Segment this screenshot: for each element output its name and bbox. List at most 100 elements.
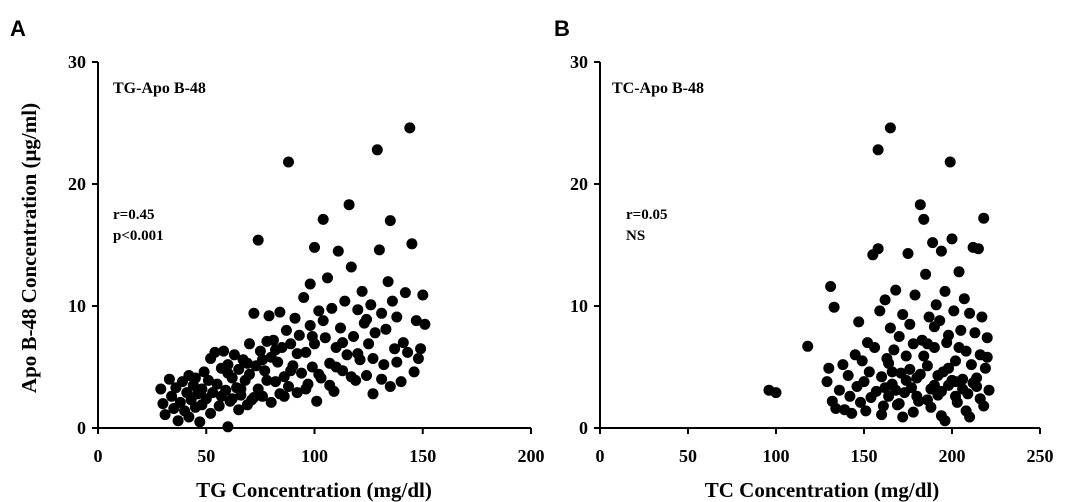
panel-b-data-point [953, 266, 965, 278]
panel-b-data-point [923, 311, 935, 323]
panel-a-data-point [376, 307, 388, 319]
panel-b-data-point [957, 383, 969, 395]
panel-a-data-point [313, 305, 325, 317]
panel-b-data-point [844, 390, 856, 402]
panel-a-data-point [391, 311, 403, 323]
panel-a-data-point [389, 343, 401, 355]
panel-a-annotation-r: r=0.45 [113, 207, 154, 223]
panel-b-data-point [944, 156, 956, 168]
panel-a-data-point [317, 315, 329, 327]
panel-a-data-point [157, 398, 169, 410]
panel-b-data-point [921, 394, 933, 406]
panel-b-data-point [904, 318, 916, 330]
panel-b-data-point [869, 342, 881, 353]
panel-a-data-point [270, 376, 281, 388]
panel-a-data-point [257, 390, 268, 402]
panel-a: A Apo B-48 Concentration (μg/ml) TG Conc… [10, 16, 545, 502]
panel-a-data-point [386, 295, 398, 307]
panel-a-data-point [228, 349, 240, 361]
panel-a-data-point [335, 322, 346, 334]
panel-b-data-point [900, 374, 912, 386]
panel-b-x-tick-label: 250 [1027, 446, 1054, 466]
panel-a-data-point [218, 345, 230, 357]
panel-b-data-point [870, 385, 882, 397]
panel-a-data-point [410, 315, 422, 327]
panel-a-data-point [291, 387, 303, 399]
panel-b-data-point [897, 309, 909, 320]
panel-a-data-point [265, 396, 277, 408]
panel-b-data-point [955, 324, 967, 336]
panel-a-x-tick-label: 50 [197, 446, 215, 466]
panel-b-data-point [918, 350, 930, 362]
panel-a-data-point [319, 332, 331, 344]
panel-b-data-point [884, 122, 896, 134]
panel-b-x-tick-label: 100 [763, 446, 790, 466]
panel-b-data-point [969, 327, 981, 339]
panel-b-data-point [860, 405, 872, 417]
panel-a-data-point [313, 368, 325, 380]
panel-b-data-point [948, 305, 960, 317]
panel-a-data-point [209, 346, 221, 358]
panel-a-data-point [363, 338, 375, 350]
panel-b-data-point [907, 338, 919, 350]
panel-a-data-point [248, 307, 260, 319]
panel-b-data-point [893, 331, 905, 342]
panel-a-data-point [326, 302, 338, 314]
panel-a-data-point [330, 361, 342, 373]
panel-b-data-point [823, 362, 835, 374]
panel-a-data-point [196, 383, 208, 395]
panel-a-x-tick-label: 200 [518, 446, 545, 466]
panel-b-data-point [884, 322, 896, 334]
panel-b-data-point [928, 321, 940, 333]
panel-b-ticks: 0 10 20 30 0 50 100 150 200 250 [570, 52, 1054, 466]
panel-a-points [155, 122, 431, 433]
panel-b-data-point [825, 281, 837, 292]
panel-a-data-point [261, 335, 273, 347]
panel-b-y-tick-label: 0 [579, 418, 588, 438]
panel-a-data-point [233, 363, 245, 375]
panel-b-data-point [965, 359, 977, 371]
panel-a-data-point [367, 388, 379, 400]
panel-a-data-point [166, 390, 178, 402]
panel-a-data-point [207, 387, 219, 399]
panel-b-data-point [853, 316, 865, 328]
panel-a-y-tick-label: 20 [68, 174, 86, 194]
panel-b-data-point [920, 268, 932, 280]
panel-a-data-point [296, 367, 307, 379]
panel-a-data-point [289, 312, 301, 324]
panel-b-x-tick-label: 150 [851, 446, 878, 466]
panel-b-y-tick-label: 20 [570, 174, 588, 194]
panel-b-data-point [856, 355, 868, 367]
panel-a-data-point [306, 331, 318, 342]
panel-b-data-point [828, 301, 840, 313]
panel-a-data-point [412, 353, 424, 364]
panel-a-data-point [244, 338, 255, 350]
panel-b-data-point [950, 376, 961, 388]
panel-a-data-point [202, 374, 214, 386]
panel-a-y-axis-title: Apo B-48 Concentration (μg/ml) [17, 103, 41, 393]
panel-a-data-point [300, 383, 312, 395]
panel-b-data-point [914, 199, 926, 211]
panel-b-data-point [930, 299, 942, 311]
panel-b-data-point [770, 387, 782, 399]
panel-a-data-point [285, 338, 297, 350]
panel-a-data-point [311, 395, 323, 407]
panel-a-data-point [402, 346, 414, 358]
panel-a-data-point [259, 365, 271, 377]
panel-a-data-point [257, 354, 268, 366]
panel-a-data-point [382, 276, 394, 288]
panel-a-data-point [352, 348, 364, 360]
panel-a-data-point [343, 199, 355, 211]
panel-a-data-point [306, 361, 318, 373]
panel-b-data-point [902, 248, 914, 259]
panel-b-data-point [958, 293, 970, 305]
panel-b-data-point [918, 213, 930, 225]
panel-b-data-point [976, 311, 988, 323]
panel-b-data-point [921, 360, 933, 372]
panel-a-data-point [376, 373, 388, 385]
panel-b-data-point [904, 363, 916, 375]
panel-a-data-point [369, 327, 381, 339]
panel-a-data-point [211, 378, 223, 390]
panel-b-data-point [821, 376, 833, 388]
panel-b-data-point [842, 370, 854, 381]
